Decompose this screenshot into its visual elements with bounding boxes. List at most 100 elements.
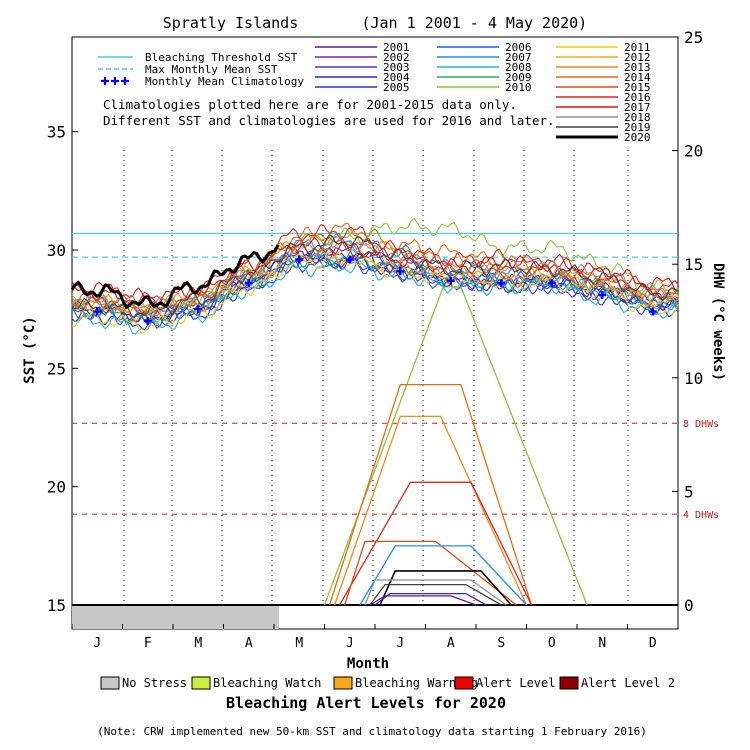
legend-year-label: 2020 [624, 131, 651, 144]
legend-year-label: 2001 [383, 41, 410, 54]
dhw-line-2007 [359, 545, 527, 606]
alert-label: No Stress [122, 676, 187, 690]
legend-year-label: 2007 [505, 51, 532, 64]
legend-year-label: 2005 [383, 81, 410, 94]
legend-climatology-swatch [121, 77, 129, 85]
left-axis: 15 20 25 30 35 [47, 123, 78, 615]
alert-label: Alert Level 1 [476, 676, 570, 690]
right-tick-label: 10 [684, 369, 703, 388]
month-label: O [548, 636, 556, 651]
legend-climatology-swatch [111, 77, 119, 85]
legend-year-label: 2009 [505, 71, 532, 84]
sst-line-2012 [71, 247, 679, 322]
climatology-mark [648, 307, 657, 316]
month-label: A [447, 636, 455, 651]
alert-levels-title: Bleaching Alert Levels for 2020 [226, 694, 506, 712]
chart-title: Spratly Islands (Jan 1 2001 - 4 May 2020… [163, 14, 587, 32]
month-label: J [346, 636, 354, 651]
month-gridlines [123, 150, 629, 605]
alert-swatch [559, 676, 579, 690]
alert-label: Alert Level 2 [581, 676, 675, 690]
dhw-line-2004 [374, 592, 487, 606]
left-tick-label: 30 [47, 241, 66, 260]
legend-year-label: 2019 [624, 121, 651, 134]
dhw-line-2001 [369, 595, 477, 606]
dhw-8-label: 8 DHWs [683, 419, 719, 430]
alert-band-no-stress [72, 605, 280, 629]
month-label: N [598, 636, 606, 651]
plot-area: 8 DHWs 4 DHWs [70, 36, 719, 630]
climatology-mark [244, 279, 253, 288]
legend-year-label: 2008 [505, 61, 532, 74]
dhw-line-2020 [379, 570, 512, 606]
left-tick-label: 20 [47, 478, 66, 497]
legend-year-label: 2002 [383, 51, 410, 64]
right-tick-label: 0 [684, 596, 694, 615]
legend-line-label: Bleaching Threshold SST [145, 51, 298, 64]
sst-line-2020 [70, 244, 280, 309]
alert-level-legend: No Stress Bleaching Watch Bleaching Warnin… [100, 676, 675, 690]
dhw-line-2019 [369, 583, 502, 606]
left-tick-label: 15 [47, 596, 66, 615]
legend-year-label: 2013 [624, 61, 651, 74]
y-axis-label-right: DHW (°C weeks) [710, 263, 726, 381]
legend-year-label: 2006 [505, 41, 532, 54]
dhw-line-2013 [333, 415, 528, 606]
sst-line-2019 [71, 233, 679, 318]
sst-line-2018 [71, 236, 679, 312]
legend-year-label: 2017 [624, 101, 651, 114]
sst-line-2003 [71, 247, 679, 323]
legend-year-label: 2012 [624, 51, 651, 64]
right-axis: 0 5 10 15 20 25 [672, 28, 703, 615]
dhw-line-2016 [339, 481, 533, 606]
climatology-mark [547, 279, 556, 288]
note-line-1: Climatologies plotted here are for 2001-… [103, 97, 517, 112]
dhw-line-2018 [364, 579, 507, 606]
month-label: J [93, 636, 101, 651]
right-tick-label: 5 [684, 482, 694, 501]
climatology-mark [396, 267, 405, 276]
month-label: M [295, 636, 303, 651]
legend-year-label: 2014 [624, 71, 651, 84]
alert-swatch [454, 676, 474, 690]
legend-line-label: Max Monthly Mean SST [145, 63, 278, 76]
legend-year-label: 2011 [624, 41, 651, 54]
y-axis-label-left: SST (°C) [22, 316, 38, 383]
legend-year-label: 2016 [624, 91, 651, 104]
climatology-mark [598, 290, 607, 299]
alert-swatch [333, 676, 353, 690]
month-label: D [649, 636, 657, 651]
alert-band-2020 [72, 604, 280, 629]
note-line-2: Different SST and climatologies are used… [103, 113, 555, 128]
dhw-line-2010 [323, 286, 588, 606]
legend-year-label: 2003 [383, 61, 410, 74]
alert-swatch [191, 676, 211, 690]
climatology-mark [345, 255, 354, 264]
month-label: A [245, 636, 253, 651]
sst-line-2009 [71, 249, 679, 325]
footnote: (Note: CRW implemented new 50-km SST and… [97, 725, 647, 738]
dhw-series [323, 286, 588, 606]
x-axis-label: Month [347, 656, 389, 672]
legend-climatology-swatch [101, 77, 109, 85]
dhw-4-label: 4 DHWs [683, 510, 719, 521]
legend-year-label: 2015 [624, 81, 651, 94]
sst-line-2008 [71, 259, 679, 335]
right-tick-label: 15 [684, 255, 703, 274]
alert-label: Bleaching Watch [213, 676, 321, 690]
climatology-mark [93, 307, 102, 316]
sst-line-2015 [71, 237, 679, 315]
left-tick-label: 35 [47, 123, 66, 142]
legend-line-label: Monthly Mean Climatology [145, 75, 304, 88]
climatology-mark [295, 255, 304, 264]
climatology-mark [497, 279, 506, 288]
month-label: J [396, 636, 404, 651]
climatology-mark [194, 305, 203, 314]
right-tick-label: 20 [684, 142, 703, 161]
month-label: M [194, 636, 202, 651]
legend-year-label: 2004 [383, 71, 410, 84]
climatology-mark [143, 317, 152, 325]
